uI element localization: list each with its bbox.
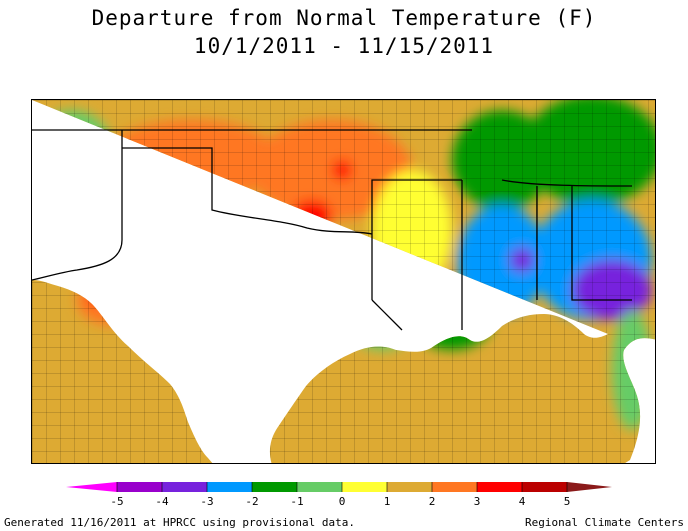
legend-tick-label: 0 [339,495,346,508]
legend-swatch [342,482,387,492]
legend-tick-label: 2 [429,495,436,508]
legend-swatch [387,482,432,492]
legend-swatch [297,482,342,492]
state-borders [32,129,633,331]
legend-swatch [477,482,522,492]
map-date-range: 10/1/2011 - 11/15/2011 [193,34,495,58]
legend-tick-label: -5 [110,495,123,508]
color-legend: -5 -4 -3 -2 -1 0 1 2 3 4 5 [66,481,626,518]
legend-tick-label: -4 [155,495,169,508]
legend-swatch [522,482,567,492]
legend-tick-label: -3 [200,495,213,508]
temperature-departure-map [31,99,656,464]
land-fill [32,100,655,463]
legend-swatch [252,482,297,492]
legend-arrow-low [66,482,117,492]
generated-note: Generated 11/16/2011 at HPRCC using prov… [4,516,355,529]
map-svg [32,100,655,463]
legend-tick-label: 1 [384,495,391,508]
legend-tick-label: 4 [519,495,526,508]
legend-tick-label: 3 [474,495,481,508]
legend-svg: -5 -4 -3 -2 -1 0 1 2 3 4 5 [66,482,612,508]
map-title: Departure from Normal Temperature (F) [91,6,597,30]
source-credit: Regional Climate Centers [525,516,684,529]
legend-arrow-high [567,482,612,492]
legend-tick-label: 5 [564,495,571,508]
legend-swatch [117,482,162,492]
legend-swatch [432,482,477,492]
legend-swatch [162,482,207,492]
legend-tick-label: -1 [290,495,303,508]
legend-swatch [207,482,252,492]
legend-tick-label: -2 [245,495,258,508]
